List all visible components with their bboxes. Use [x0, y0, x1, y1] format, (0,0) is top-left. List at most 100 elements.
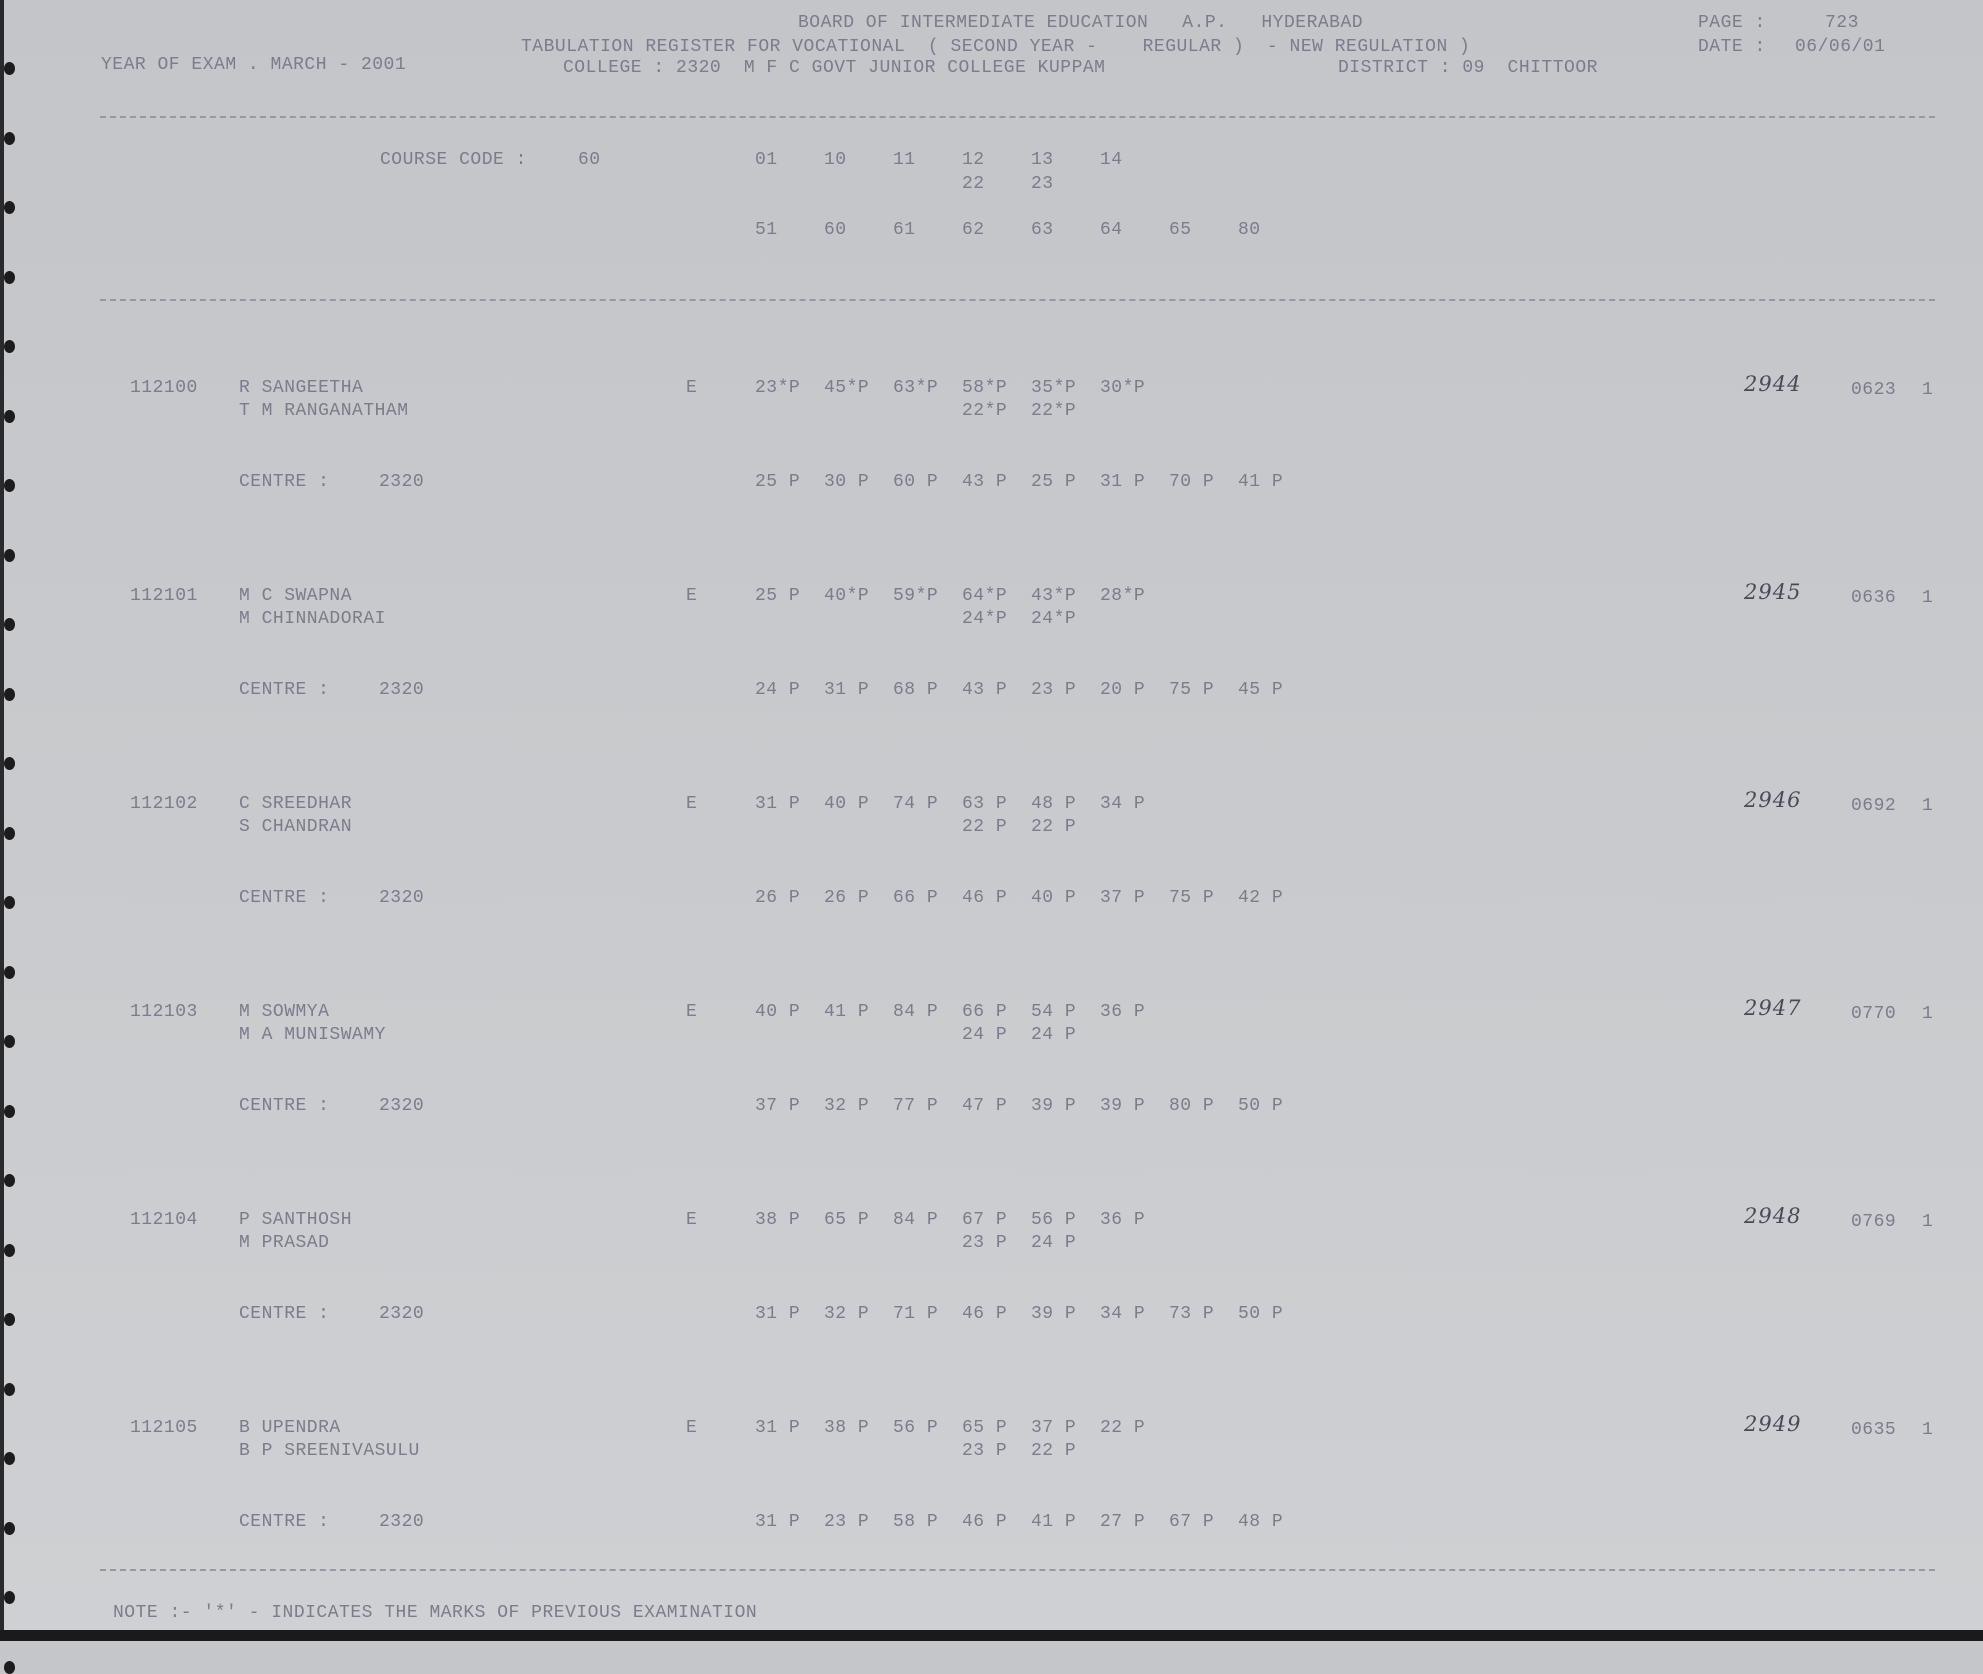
mark: 25 P	[755, 586, 801, 606]
mark: 24 P	[1031, 1025, 1077, 1045]
mark: 39 P	[1100, 1096, 1146, 1116]
mark: 74 P	[893, 794, 939, 814]
mark: 66 P	[962, 1002, 1008, 1022]
handwritten-number: 2947	[1744, 996, 1802, 1020]
result-flag: 1	[1922, 380, 1934, 400]
mark: 24 P	[1031, 1233, 1077, 1253]
subject-code: 51	[755, 220, 778, 240]
divider	[100, 299, 1935, 301]
college: COLLEGE : 2320 M F C GOVT JUNIOR COLLEGE…	[563, 58, 1106, 78]
mark: 65 P	[962, 1418, 1008, 1438]
medium: E	[686, 586, 698, 606]
mark: 31 P	[1100, 472, 1146, 492]
student-name: M C SWAPNA	[239, 586, 353, 606]
subject-code: 13	[1031, 150, 1054, 170]
mark: 37 P	[1031, 1418, 1077, 1438]
register-title: TABULATION REGISTER FOR VOCATIONAL ( SEC…	[521, 37, 1471, 57]
roll-number: 112104	[130, 1210, 198, 1230]
handwritten-number: 2948	[1744, 1204, 1802, 1228]
district: DISTRICT : 09 CHITTOOR	[1338, 58, 1598, 78]
mark: 64*P	[962, 586, 1008, 606]
mark: 48 P	[1238, 1512, 1284, 1532]
background-strip	[0, 1630, 1983, 1641]
medium: E	[686, 378, 698, 398]
mark: 24*P	[962, 609, 1008, 629]
mark: 28*P	[1100, 586, 1146, 606]
centre-code: 2320	[379, 1512, 425, 1532]
mark: 25 P	[755, 472, 801, 492]
student-name: P SANTHOSH	[239, 1210, 353, 1230]
page-edge	[0, 0, 4, 1630]
mark: 26 P	[824, 888, 870, 908]
mark: 40 P	[1031, 888, 1077, 908]
mark: 75 P	[1169, 680, 1215, 700]
mark: 58*P	[962, 378, 1008, 398]
centre-code: 2320	[379, 680, 425, 700]
subject-code: 10	[824, 150, 847, 170]
centre-label: CENTRE :	[239, 1304, 330, 1324]
medium: E	[686, 1210, 698, 1230]
centre-label: CENTRE :	[239, 472, 330, 492]
centre-code: 2320	[379, 1096, 425, 1116]
mark: 30*P	[1100, 378, 1146, 398]
result-code: 0692	[1851, 796, 1897, 816]
mark: 34 P	[1100, 794, 1146, 814]
mark: 30 P	[824, 472, 870, 492]
result-code: 0623	[1851, 380, 1897, 400]
mark: 80 P	[1169, 1096, 1215, 1116]
result-flag: 1	[1922, 1004, 1934, 1024]
result-flag: 1	[1922, 1212, 1934, 1232]
board-title: BOARD OF INTERMEDIATE EDUCATION A.P. HYD…	[798, 13, 1364, 33]
register-page	[0, 0, 1983, 1630]
mark: 23*P	[755, 378, 801, 398]
mark: 37 P	[1100, 888, 1146, 908]
mark: 23 P	[1031, 680, 1077, 700]
mark: 22*P	[962, 401, 1008, 421]
centre-label: CENTRE :	[239, 1096, 330, 1116]
mark: 31 P	[755, 1418, 801, 1438]
punch-hole	[4, 1591, 15, 1604]
subject-code: 23	[1031, 174, 1054, 194]
year-of-exam: YEAR OF EXAM . MARCH - 2001	[101, 55, 407, 75]
mark: 22 P	[1031, 1441, 1077, 1461]
mark: 22 P	[1100, 1418, 1146, 1438]
handwritten-number: 2949	[1744, 1412, 1802, 1436]
punch-hole	[4, 1035, 15, 1048]
punch-hole	[4, 1174, 15, 1187]
mark: 47 P	[962, 1096, 1008, 1116]
punch-hole	[4, 270, 15, 284]
punch-hole	[4, 131, 15, 145]
divider	[100, 1569, 1935, 1571]
roll-number: 112102	[130, 794, 198, 814]
subject-code: 63	[1031, 220, 1054, 240]
punch-hole	[4, 201, 15, 214]
mark: 66 P	[893, 888, 939, 908]
mark: 39 P	[1031, 1304, 1077, 1324]
result-flag: 1	[1922, 588, 1934, 608]
centre-label: CENTRE :	[239, 680, 330, 700]
divider	[100, 116, 1935, 118]
centre-code: 2320	[379, 888, 425, 908]
medium: E	[686, 1418, 698, 1438]
mark: 84 P	[893, 1210, 939, 1230]
subject-code: 80	[1238, 220, 1261, 240]
result-flag: 1	[1922, 796, 1934, 816]
course-code-label: COURSE CODE :	[380, 150, 527, 170]
mark: 43 P	[962, 472, 1008, 492]
subject-code: 12	[962, 150, 985, 170]
punch-hole	[4, 965, 15, 979]
medium: E	[686, 1002, 698, 1022]
subject-code: 01	[755, 150, 778, 170]
roll-number: 112100	[130, 378, 198, 398]
subject-code: 11	[893, 150, 916, 170]
mark: 40*P	[824, 586, 870, 606]
mark: 42 P	[1238, 888, 1284, 908]
centre-code: 2320	[379, 1304, 425, 1324]
mark: 20 P	[1100, 680, 1146, 700]
handwritten-number: 2945	[1744, 580, 1802, 604]
student-name: R SANGEETHA	[239, 378, 364, 398]
mark: 22 P	[962, 817, 1008, 837]
mark: 60 P	[893, 472, 939, 492]
mark: 56 P	[893, 1418, 939, 1438]
mark: 22*P	[1031, 401, 1077, 421]
